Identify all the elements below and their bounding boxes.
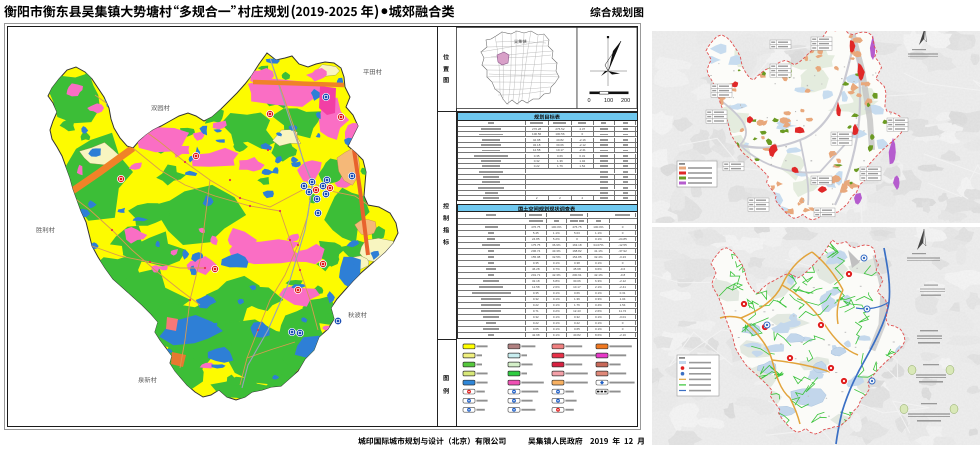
- svg-text:100: 100: [604, 98, 613, 104]
- svg-text:0: 0: [587, 98, 590, 104]
- svg-text:200: 200: [621, 98, 630, 104]
